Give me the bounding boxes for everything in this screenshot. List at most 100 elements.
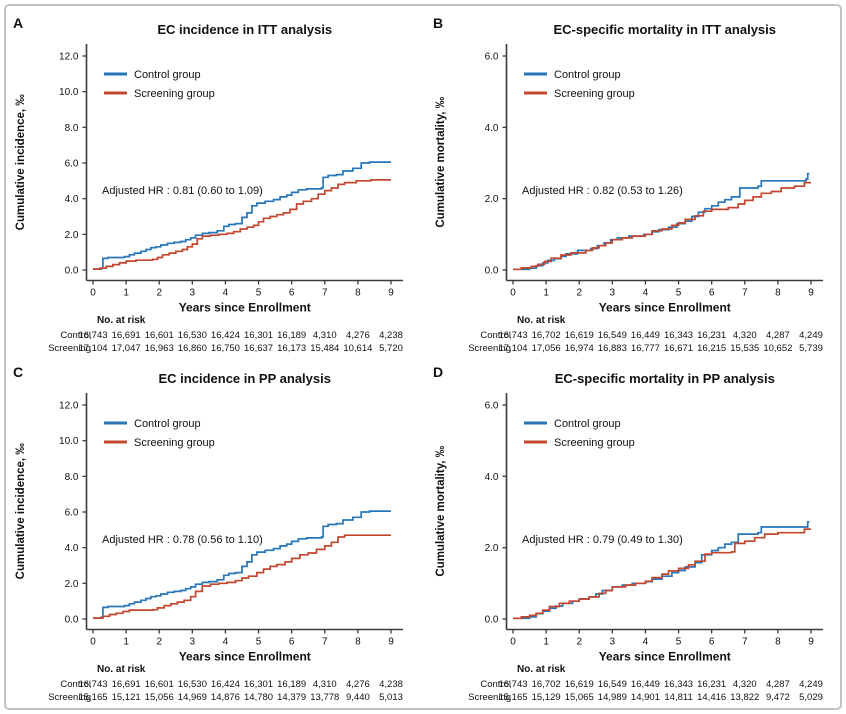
risk-cell: 15,056: [145, 692, 174, 703]
risk-cell: 16,619: [565, 679, 594, 690]
risk-cell: 16,671: [664, 343, 693, 354]
risk-cell: 15,165: [498, 692, 527, 703]
risk-cell: 5,720: [379, 343, 403, 354]
risk-cell: 16,743: [78, 679, 107, 690]
panel-title: EC-specific mortality in PP analysis: [555, 371, 775, 386]
risk-cell: 4,249: [799, 679, 823, 690]
x-axis-label: Years since Enrollment: [179, 301, 311, 315]
x-tick-label: 7: [742, 288, 748, 299]
y-tick-label: 8.0: [65, 472, 79, 483]
panel-letter: C: [13, 364, 23, 380]
y-tick-label: 2.0: [485, 194, 499, 205]
risk-table-header: No. at risk: [517, 315, 566, 326]
screening-curve: [513, 528, 811, 620]
x-tick-label: 4: [643, 288, 649, 299]
hr-annotation: Adjusted HR : 0.81 (0.60 to 1.09): [102, 185, 263, 197]
panel-title: EC incidence in PP analysis: [159, 371, 331, 386]
panel-letter: A: [13, 15, 23, 31]
panel-letter: D: [433, 364, 443, 380]
panel-letter: B: [433, 15, 443, 31]
x-tick-label: 1: [543, 288, 549, 299]
panel-grid: A EC incidence in ITT analysis 0.0 2.0 4.0 6.…: [7, 8, 839, 706]
risk-cell: 14,780: [244, 692, 273, 703]
x-tick-label: 8: [775, 288, 781, 299]
risk-row-label: Screening: [468, 692, 511, 703]
risk-cell: 14,379: [277, 692, 306, 703]
risk-cell: 16,449: [631, 330, 660, 341]
y-tick-label: 2.0: [65, 579, 79, 590]
x-tick-label: 8: [775, 637, 781, 648]
risk-row-label: Control: [60, 330, 91, 341]
risk-cell: 17,104: [78, 343, 107, 354]
x-tick-label: 4: [223, 637, 229, 648]
x-tick-label: 9: [808, 288, 814, 299]
risk-cell: 14,416: [697, 692, 726, 703]
x-tick-label: 8: [355, 288, 361, 299]
x-tick-label: 6: [709, 288, 715, 299]
x-tick-label: 4: [643, 637, 649, 648]
y-tick-label: 4.0: [65, 543, 79, 554]
risk-row-label: Screening: [468, 343, 511, 354]
y-tick-label: 6.0: [65, 508, 79, 519]
risk-cell: 4,310: [313, 330, 337, 341]
risk-cell: 14,969: [178, 692, 207, 703]
x-tick-label: 9: [808, 637, 814, 648]
x-tick-label: 3: [190, 288, 196, 299]
risk-cell: 16,301: [244, 330, 273, 341]
legend-label-screening: Screening group: [554, 437, 635, 449]
risk-cell: 17,056: [532, 343, 561, 354]
x-tick-label: 8: [355, 637, 361, 648]
y-axis-label: Cumulative mortality, ‰: [435, 445, 447, 576]
legend-label-screening: Screening group: [554, 88, 635, 100]
x-tick-label: 3: [190, 637, 196, 648]
panel-title: EC incidence in ITT analysis: [157, 22, 332, 37]
risk-cell: 16,601: [145, 679, 174, 690]
legend-label-control: Control group: [554, 418, 621, 430]
risk-table-header: No. at risk: [517, 664, 566, 675]
risk-cell: 16,974: [565, 343, 594, 354]
control-curve: [93, 510, 391, 619]
risk-table-header: No. at risk: [97, 315, 146, 326]
x-tick-label: 5: [676, 637, 682, 648]
risk-row-label: Control: [480, 330, 511, 341]
x-tick-label: 5: [256, 288, 262, 299]
risk-cell: 4,238: [379, 679, 403, 690]
panel-d-chart: D EC-specific mortality in PP analysis 0.0…: [433, 364, 823, 703]
risk-cell: 10,614: [343, 343, 372, 354]
risk-cell: 16,301: [244, 679, 273, 690]
risk-cell: 15,484: [310, 343, 339, 354]
risk-cell: 16,343: [664, 330, 693, 341]
x-tick-label: 2: [576, 288, 582, 299]
legend-label-control: Control group: [554, 69, 621, 81]
y-tick-label: 2.0: [65, 230, 79, 241]
y-tick-label: 0.0: [65, 615, 79, 626]
legend-label-screening: Screening group: [134, 88, 215, 100]
hr-annotation: Adjusted HR : 0.82 (0.53 to 1.26): [522, 185, 683, 197]
risk-cell: 16,750: [211, 343, 240, 354]
risk-cell: 16,743: [498, 679, 527, 690]
risk-cell: 4,320: [733, 330, 757, 341]
risk-cell: 16,963: [145, 343, 174, 354]
risk-cell: 16,702: [532, 330, 561, 341]
risk-cell: 4,287: [766, 330, 790, 341]
x-axis-label: Years since Enrollment: [599, 650, 731, 664]
y-tick-label: 12.0: [59, 401, 79, 412]
risk-cell: 16,231: [697, 679, 726, 690]
risk-cell: 4,276: [346, 679, 370, 690]
risk-cell: 15,121: [112, 692, 141, 703]
x-tick-label: 9: [388, 637, 394, 648]
risk-cell: 16,424: [211, 330, 240, 341]
y-tick-label: 6.0: [485, 52, 499, 63]
risk-cell: 5,029: [799, 692, 823, 703]
x-tick-label: 6: [709, 637, 715, 648]
y-tick-label: 10.0: [59, 87, 79, 98]
y-tick-label: 10.0: [59, 436, 79, 447]
risk-cell: 14,811: [664, 692, 692, 703]
risk-cell: 4,238: [379, 330, 403, 341]
x-tick-label: 0: [510, 637, 516, 648]
risk-cell: 17,104: [498, 343, 527, 354]
y-tick-label: 4.0: [65, 194, 79, 205]
x-tick-label: 6: [289, 637, 295, 648]
risk-cell: 15,065: [565, 692, 594, 703]
risk-cell: 16,530: [178, 330, 207, 341]
